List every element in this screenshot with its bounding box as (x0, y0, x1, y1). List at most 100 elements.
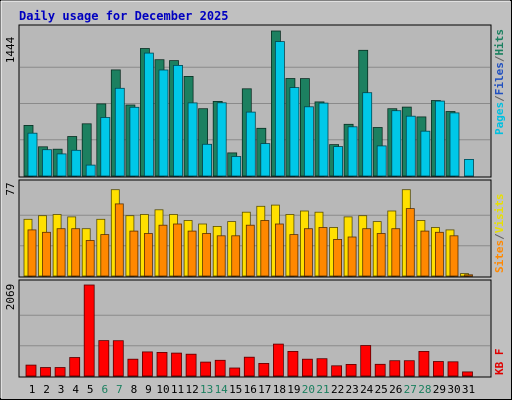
bar-visits-day-17 (260, 220, 270, 277)
bar-files-day-11 (173, 65, 183, 177)
bar-files-day-16 (245, 111, 256, 177)
day-label-19: 19 (287, 383, 300, 396)
day-label-22: 22 (331, 383, 344, 396)
bar-kb-f-day-13 (200, 361, 212, 377)
bar-files-day-18 (274, 41, 285, 177)
day-label-29: 29 (433, 383, 446, 396)
bar-kb-f-day-15 (229, 367, 241, 377)
legend-entry-: / (493, 95, 506, 102)
bar-visits-day-28 (420, 230, 430, 277)
bar-visits-day-12 (187, 230, 197, 277)
bar-kb-f-day-26 (389, 360, 401, 377)
bar-files-day-5 (85, 164, 96, 177)
bar-visits-day-27 (405, 208, 415, 277)
legend-entry-: / (493, 233, 506, 240)
bar-visits-day-19 (289, 234, 299, 277)
bar-kb-f-day-20 (301, 358, 313, 377)
bar-files-day-17 (260, 143, 271, 177)
bar-files-day-23 (347, 126, 358, 177)
bar-kb-f-day-24 (360, 345, 372, 377)
bar-visits-day-16 (245, 224, 255, 277)
bar-files-day-3 (56, 153, 67, 177)
day-label-13: 13 (200, 383, 213, 396)
bar-visits-day-13 (202, 233, 212, 277)
bar-visits-day-30 (449, 235, 459, 277)
bar-files-day-6 (100, 117, 111, 177)
bar-kb-f-day-19 (287, 350, 299, 377)
bar-visits-day-20 (303, 228, 313, 277)
bar-files-day-26 (391, 110, 402, 177)
bar-kb-f-day-25 (374, 363, 386, 377)
bar-visits-day-4 (71, 228, 81, 277)
bar-kb-f-day-31 (462, 371, 473, 377)
day-label-24: 24 (360, 383, 374, 396)
day-label-23: 23 (345, 383, 358, 396)
bar-kb-f-day-3 (54, 367, 66, 377)
bar-visits-day-14 (216, 235, 226, 277)
day-label-28: 28 (418, 383, 431, 396)
bar-visits-day-25 (376, 233, 386, 277)
day-label-3: 3 (58, 383, 65, 396)
bar-visits-day-7 (114, 203, 124, 277)
bar-files-day-20 (303, 106, 314, 177)
legend-entry-: / (493, 55, 506, 62)
bar-kb-f-day-9 (141, 351, 153, 377)
legend-entry-pages: Pages (493, 102, 506, 135)
bar-files-day-7 (114, 87, 125, 177)
bar-kb-f-day-27 (403, 360, 415, 377)
max-label-kbytes: 2069 (4, 284, 17, 311)
legend-entry-visits: Visits (493, 194, 506, 234)
day-label-31: 31 (462, 383, 475, 396)
legend-sites-visits: Sites/Visits (493, 194, 506, 274)
bar-visits-day-8 (129, 230, 139, 277)
bar-kb-f-day-22 (331, 365, 343, 377)
bar-files-day-21 (318, 102, 329, 177)
legend-entry-hits: Hits (493, 29, 506, 56)
max-label-hits: 1444 (4, 36, 17, 63)
day-label-5: 5 (87, 383, 94, 396)
bar-visits-day-21 (318, 227, 328, 277)
day-label-16: 16 (244, 383, 257, 396)
legend-entry-kb-f: KB F (493, 349, 506, 376)
bar-files-day-31 (464, 158, 474, 177)
bar-kb-f-day-23 (345, 363, 357, 377)
bar-visits-day-2 (42, 231, 51, 277)
day-label-25: 25 (375, 383, 388, 396)
legend-entry-sites: Sites (493, 240, 506, 273)
day-label-10: 10 (156, 383, 169, 396)
bar-kb-f-day-6 (98, 340, 110, 377)
day-label-14: 14 (215, 383, 229, 396)
bar-kb-f-day-4 (69, 357, 81, 377)
day-labels: 1 2 3 4 5 6 7 8 9 10 11 12 13 14 15 16 17 18 19 20 21 22 23 24 2… (29, 383, 475, 396)
bar-kb-f-day-5 (83, 284, 95, 377)
day-label-18: 18 (273, 383, 286, 396)
bar-files-day-10 (158, 69, 169, 177)
day-label-2: 2 (43, 383, 50, 396)
bar-visits-day-9 (143, 233, 153, 277)
bar-kb-f-day-18 (272, 343, 284, 377)
day-label-9: 9 (145, 383, 152, 396)
day-label-6: 6 (101, 383, 108, 396)
bar-visits-day-29 (434, 231, 444, 277)
bar-visits-day-6 (100, 234, 110, 277)
bar-visits-day-1 (27, 229, 37, 277)
bar-kb-f-day-14 (214, 359, 226, 377)
chart-title: Daily usage for December 2025 (19, 9, 229, 23)
bar-kb-f-day-10 (156, 351, 168, 377)
bar-visits-day-11 (173, 223, 182, 277)
bar-kb-f-day-12 (185, 353, 197, 377)
bar-kb-f-day-7 (112, 340, 124, 377)
bar-files-day-1 (27, 132, 38, 177)
bar-files-day-30 (449, 112, 460, 177)
bar-visits-day-22 (333, 238, 343, 277)
bar-visits-day-26 (391, 228, 401, 277)
bar-kb-f-day-30 (447, 361, 459, 377)
bar-kb-f-day-29 (432, 361, 444, 377)
max-label-visits: 77 (4, 182, 17, 195)
bar-visits-day-5 (85, 240, 95, 277)
bar-kb-f-day-28 (418, 350, 430, 377)
bar-files-day-14 (216, 102, 227, 177)
bar-kb-f-day-17 (258, 362, 270, 377)
bar-files-day-29 (434, 100, 445, 177)
